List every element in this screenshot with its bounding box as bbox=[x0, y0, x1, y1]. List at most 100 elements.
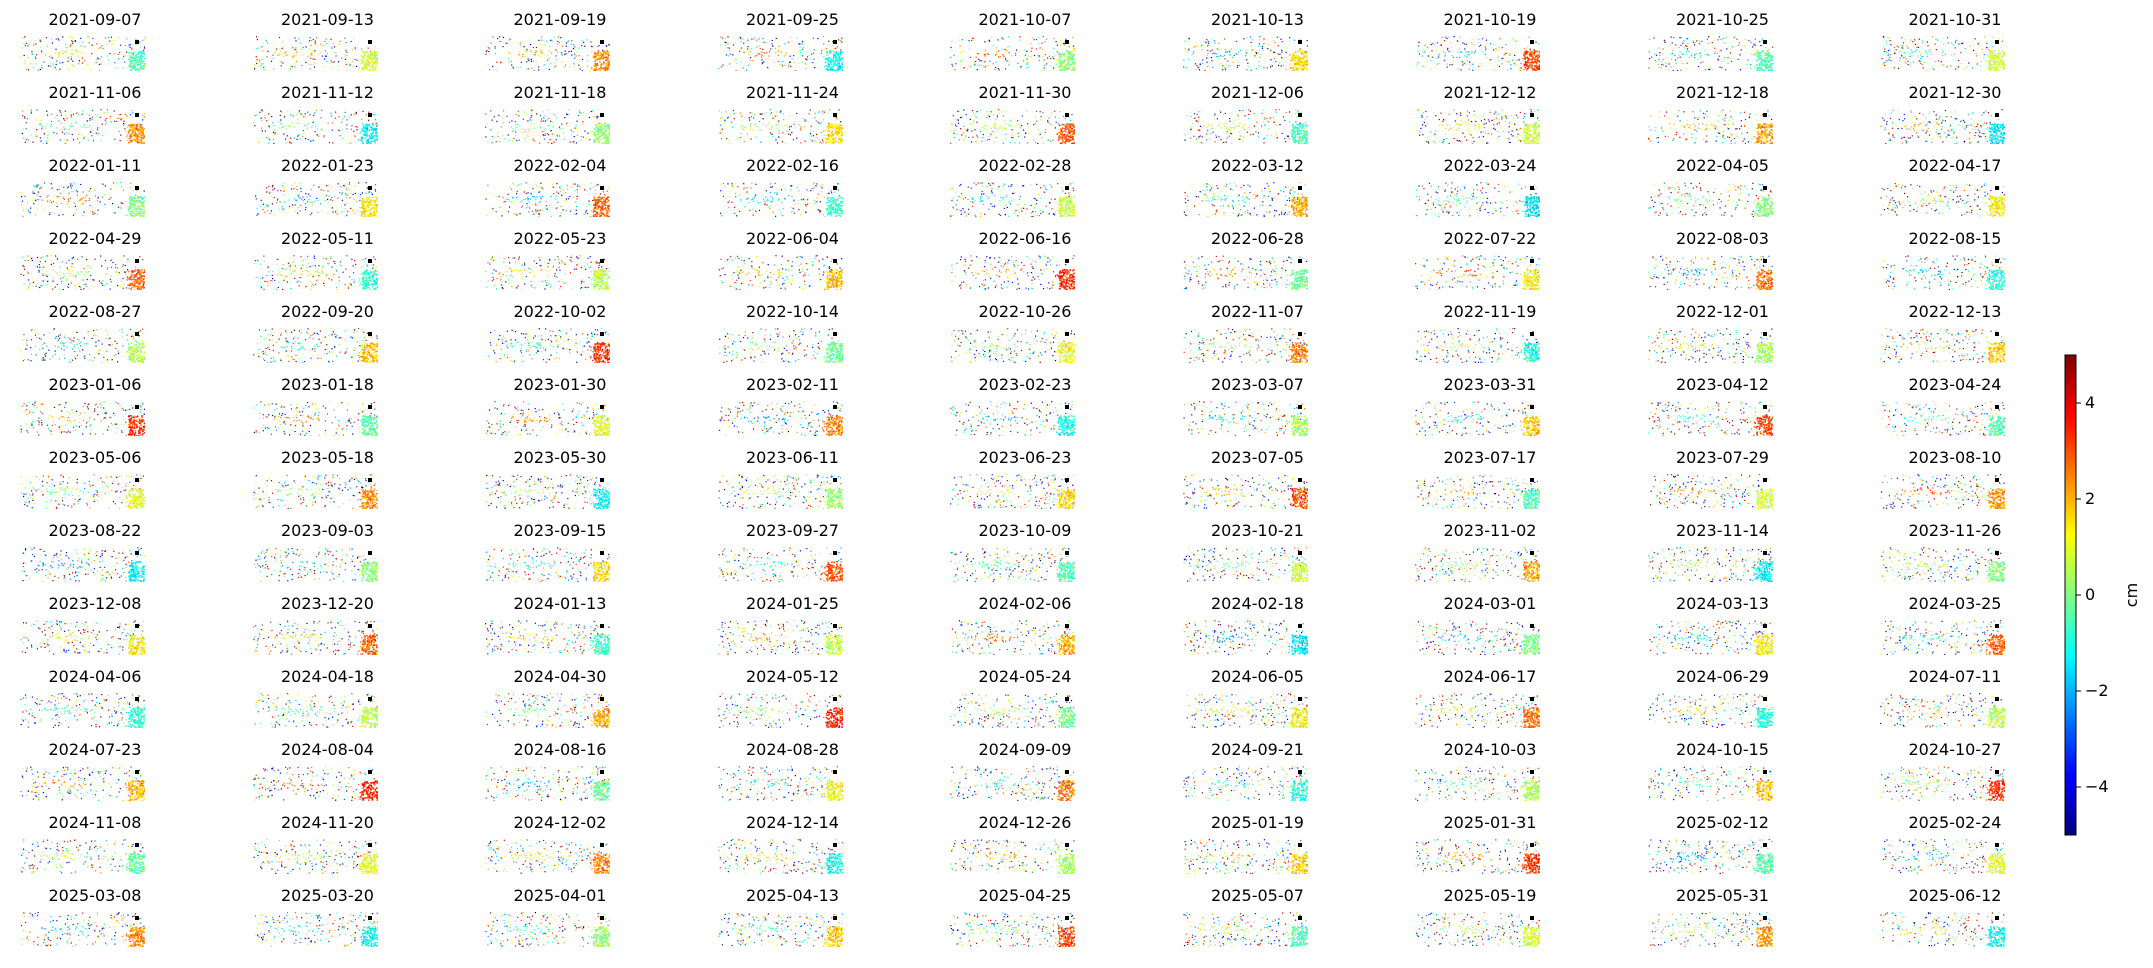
panel-title: 2022-12-13 bbox=[1865, 302, 2045, 322]
panel-title: 2024-09-21 bbox=[1168, 740, 1348, 760]
displacement-map bbox=[252, 255, 378, 290]
displacement-map bbox=[1416, 474, 1540, 509]
panel-title: 2024-08-16 bbox=[470, 740, 650, 760]
displacement-map bbox=[1880, 620, 2005, 655]
reference-point-marker bbox=[600, 624, 604, 628]
panel-title: 2023-11-14 bbox=[1633, 521, 1813, 541]
panel-title: 2024-10-03 bbox=[1400, 740, 1580, 760]
panel-title: 2024-03-13 bbox=[1633, 594, 1813, 614]
panel-title: 2023-03-31 bbox=[1400, 375, 1580, 395]
displacement-map bbox=[1183, 839, 1308, 874]
displacement-map bbox=[1183, 109, 1308, 144]
reference-point-marker bbox=[135, 916, 139, 920]
panel-title: 2021-09-19 bbox=[470, 10, 650, 30]
panel-title: 2024-11-20 bbox=[238, 813, 418, 833]
map-panel: 2023-07-29 bbox=[1633, 448, 1833, 509]
panel-title: 2024-11-08 bbox=[5, 813, 185, 833]
panel-title: 2024-02-18 bbox=[1168, 594, 1348, 614]
map-panel: 2024-03-01 bbox=[1400, 594, 1600, 655]
displacement-map bbox=[717, 36, 843, 71]
reference-point-marker bbox=[600, 40, 604, 44]
panel-title: 2025-04-01 bbox=[470, 886, 650, 906]
reference-point-marker bbox=[1530, 113, 1534, 117]
displacement-map bbox=[1880, 474, 2005, 509]
panel-title: 2023-08-10 bbox=[1865, 448, 2045, 468]
reference-point-marker bbox=[1995, 113, 1999, 117]
panel-title: 2022-08-27 bbox=[5, 302, 185, 322]
displacement-map bbox=[1881, 401, 2005, 436]
displacement-map bbox=[1880, 693, 2005, 728]
reference-point-marker bbox=[600, 113, 604, 117]
displacement-map bbox=[485, 182, 610, 217]
reference-point-marker bbox=[832, 259, 837, 263]
map-panel: 2022-12-13 bbox=[1865, 302, 2065, 363]
reference-point-marker bbox=[832, 916, 837, 920]
reference-point-marker bbox=[832, 186, 837, 190]
map-panel: 2025-01-19 bbox=[1168, 813, 1368, 874]
map-panel: 2024-09-21 bbox=[1168, 740, 1368, 801]
panel-title: 2022-06-28 bbox=[1168, 229, 1348, 249]
map-panel: 2022-06-04 bbox=[703, 229, 903, 290]
reference-point-marker bbox=[1297, 624, 1302, 628]
map-panel: 2023-09-27 bbox=[703, 521, 903, 582]
map-panel: 2021-10-19 bbox=[1400, 10, 1600, 71]
reference-point-marker bbox=[367, 551, 372, 555]
panel-title: 2023-05-06 bbox=[5, 448, 185, 468]
displacement-map bbox=[1882, 839, 2005, 874]
reference-point-marker bbox=[135, 332, 139, 336]
panel-title: 2024-12-02 bbox=[470, 813, 650, 833]
map-panel: 2024-08-28 bbox=[703, 740, 903, 801]
panel-title: 2021-11-30 bbox=[935, 83, 1115, 103]
reference-point-marker bbox=[1530, 259, 1534, 263]
panel-title: 2025-05-19 bbox=[1400, 886, 1580, 906]
panel-title: 2022-04-17 bbox=[1865, 156, 2045, 176]
panel-title: 2022-01-11 bbox=[5, 156, 185, 176]
panel-title: 2021-11-24 bbox=[703, 83, 883, 103]
reference-point-marker bbox=[367, 40, 372, 44]
displacement-map bbox=[1647, 36, 1773, 71]
reference-point-marker bbox=[1530, 697, 1534, 701]
panel-title: 2025-04-13 bbox=[703, 886, 883, 906]
map-panel: 2022-03-24 bbox=[1400, 156, 1600, 217]
map-panel: 2023-08-10 bbox=[1865, 448, 2065, 509]
map-panel: 2025-04-01 bbox=[470, 886, 670, 947]
reference-point-marker bbox=[1065, 186, 1069, 190]
panel-title: 2025-02-24 bbox=[1865, 813, 2045, 833]
panel-title: 2023-09-27 bbox=[703, 521, 883, 541]
colorbar-ticks: −4 −2 0 2 4 bbox=[2076, 393, 2109, 796]
map-panel: 2024-04-30 bbox=[470, 667, 670, 728]
displacement-map bbox=[1880, 766, 2005, 801]
displacement-map bbox=[21, 109, 145, 144]
displacement-map bbox=[1881, 547, 2005, 582]
displacement-map bbox=[21, 547, 145, 582]
panel-title: 2022-09-20 bbox=[238, 302, 418, 322]
panel-title: 2023-09-03 bbox=[238, 521, 418, 541]
map-panel: 2022-04-29 bbox=[5, 229, 205, 290]
displacement-map bbox=[252, 109, 378, 144]
displacement-map bbox=[485, 912, 610, 947]
panel-title: 2022-08-03 bbox=[1633, 229, 1813, 249]
reference-point-marker bbox=[1995, 770, 1999, 774]
displacement-map bbox=[252, 474, 378, 509]
displacement-map bbox=[950, 839, 1075, 874]
map-panel: 2024-02-06 bbox=[935, 594, 1135, 655]
displacement-map bbox=[20, 474, 145, 509]
panel-title: 2022-12-01 bbox=[1633, 302, 1813, 322]
panel-title: 2023-08-22 bbox=[5, 521, 185, 541]
reference-point-marker bbox=[1995, 697, 1999, 701]
reference-point-marker bbox=[1065, 478, 1069, 482]
panel-title: 2022-11-07 bbox=[1168, 302, 1348, 322]
reference-point-marker bbox=[832, 843, 837, 847]
displacement-map bbox=[718, 839, 843, 874]
panel-title: 2024-04-06 bbox=[5, 667, 185, 687]
displacement-map bbox=[1647, 547, 1773, 582]
displacement-map bbox=[1647, 182, 1773, 217]
panel-title: 2024-06-29 bbox=[1633, 667, 1813, 687]
map-panel: 2022-08-15 bbox=[1865, 229, 2065, 290]
panel-title: 2021-10-07 bbox=[935, 10, 1115, 30]
displacement-map bbox=[254, 182, 378, 217]
displacement-map bbox=[1647, 401, 1773, 436]
map-panel: 2022-06-16 bbox=[935, 229, 1135, 290]
reference-point-marker bbox=[1762, 770, 1767, 774]
displacement-map bbox=[1183, 182, 1308, 217]
